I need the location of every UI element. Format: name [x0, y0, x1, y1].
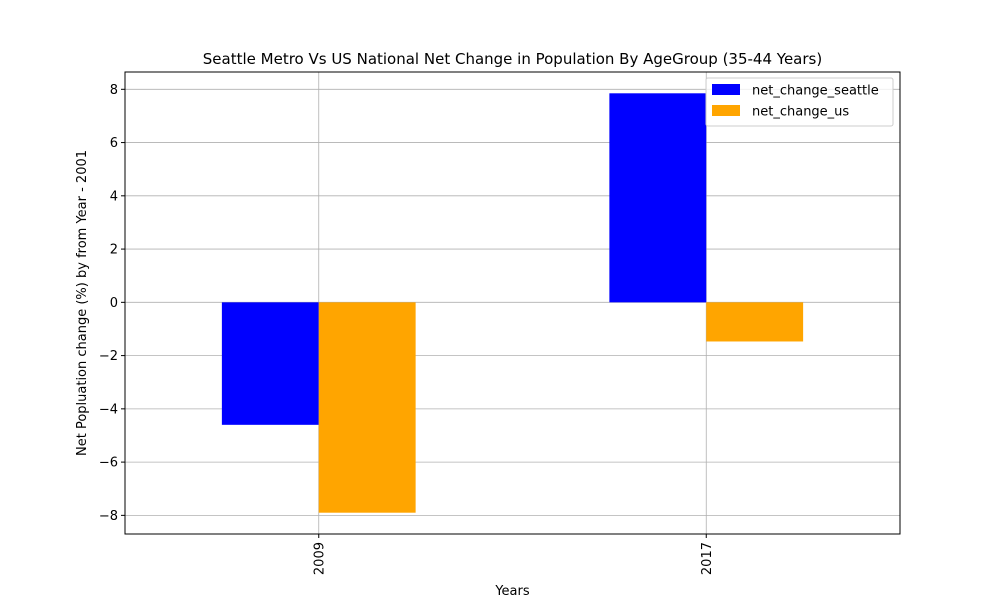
legend: net_change_seattle net_change_us — [705, 77, 894, 127]
y-tick-label: 0 — [110, 296, 118, 311]
y-tick-label: 4 — [110, 189, 118, 204]
y-tick-label: −6 — [99, 456, 118, 471]
y-tick-label: 8 — [110, 83, 118, 98]
bar-net_change_seattle-2009 — [221, 302, 319, 425]
y-axis-ticks: −8 −6 −4 −2 0 2 4 6 8 — [99, 83, 125, 524]
legend-swatch — [712, 105, 740, 116]
legend-label: net_change_us — [752, 105, 849, 120]
y-tick-label: −8 — [99, 509, 118, 524]
y-tick-label: −2 — [99, 349, 118, 364]
y-axis-label: Net Popluation change (%) by from Year -… — [75, 150, 90, 456]
x-axis-label: Years — [494, 584, 530, 599]
y-tick-label: −4 — [99, 402, 118, 417]
bar-net_change_us-2017 — [706, 302, 804, 342]
bar-net_change_us-2009 — [318, 302, 416, 513]
x-tick-label: 2017 — [700, 542, 715, 575]
legend-box — [705, 77, 894, 127]
chart-title: Seattle Metro Vs US National Net Change … — [203, 50, 822, 68]
plot-frame — [124, 71, 901, 535]
x-axis-ticks: 2009 2017 — [312, 534, 715, 575]
y-tick-label: 6 — [110, 136, 118, 151]
y-tick-label: 2 — [110, 243, 118, 258]
x-tick-label: 2009 — [312, 542, 327, 575]
bars — [221, 93, 804, 513]
legend-swatch — [712, 84, 740, 95]
bar-net_change_seattle-2017 — [609, 93, 707, 303]
legend-label: net_change_seattle — [752, 84, 879, 99]
